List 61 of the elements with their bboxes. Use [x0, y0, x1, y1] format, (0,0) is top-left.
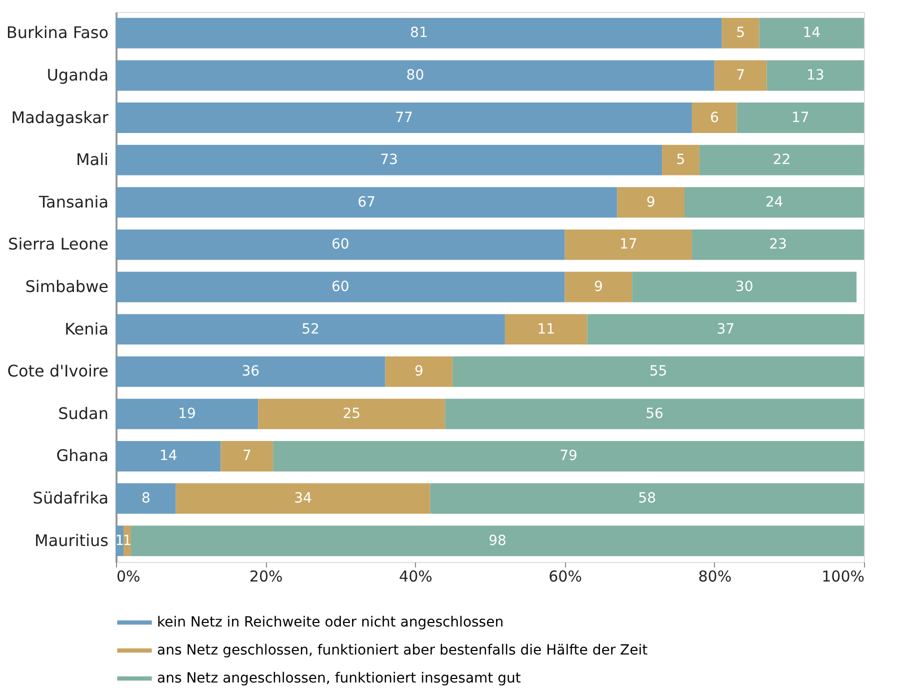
- data-label: 7: [242, 448, 252, 464]
- x-tick-label: 100%: [822, 568, 864, 586]
- data-label: 60: [331, 236, 350, 253]
- y-tick-label: Sierra Leone: [8, 234, 108, 254]
- y-tick-label: Mali: [76, 150, 108, 170]
- data-label: 9: [594, 279, 603, 295]
- y-tick-label: Sudan: [58, 404, 108, 423]
- data-label: 14: [802, 25, 821, 42]
- data-label: 9: [414, 364, 424, 380]
- y-tick-label: Cote d'Ivoire: [7, 362, 108, 381]
- y-tick-label: Ghana: [56, 446, 108, 466]
- data-label: 58: [638, 490, 656, 507]
- data-label: 1: [115, 532, 124, 549]
- y-tick-label: Südafrika: [32, 488, 108, 508]
- data-label: 60: [331, 279, 350, 295]
- data-label: 22: [772, 152, 791, 168]
- data-label: 25: [342, 406, 361, 422]
- y-tick-label: Burkina Faso: [6, 23, 108, 42]
- y-tick-label: Madagaskar: [11, 108, 109, 127]
- y-tick-label: Kenia: [64, 319, 108, 338]
- data-label: 17: [619, 236, 638, 253]
- data-label: 52: [302, 321, 320, 338]
- data-label: 98: [488, 532, 506, 549]
- x-tick-label: 0%: [116, 568, 140, 586]
- data-label: 81: [410, 25, 428, 42]
- data-label: 8: [141, 490, 150, 507]
- data-label: 34: [294, 490, 312, 507]
- data-label: 13: [806, 67, 824, 84]
- y-tick-label: Mauritius: [34, 530, 108, 550]
- data-label: 5: [736, 25, 746, 42]
- x-tick-label: 20%: [249, 568, 283, 586]
- y-tick-label: Tansania: [38, 192, 108, 212]
- data-label: 7: [736, 67, 746, 84]
- data-label: 1: [122, 532, 132, 549]
- x-tick-label: 80%: [698, 568, 732, 586]
- legend-label: kein Netz in Reichweite oder nicht angeschlossen: [157, 614, 504, 630]
- data-label: 80: [406, 67, 424, 84]
- data-label: 77: [395, 110, 413, 126]
- data-label: 17: [792, 110, 810, 126]
- y-tick-label: Uganda: [46, 65, 108, 84]
- legend-label: ans Netz geschlossen, funktioniert aber bestenfalls die Hälfte der Zeit: [157, 642, 648, 658]
- x-tick-label: 60%: [548, 568, 582, 586]
- data-label: 55: [649, 364, 668, 380]
- data-label: 30: [735, 279, 754, 295]
- data-label: 5: [676, 152, 686, 168]
- data-label: 19: [178, 406, 196, 422]
- data-label: 6: [710, 110, 719, 126]
- data-label: 67: [358, 194, 376, 210]
- data-label: 36: [242, 364, 260, 380]
- data-label: 11: [537, 321, 556, 338]
- data-label: 24: [765, 194, 784, 210]
- data-label: 56: [646, 406, 664, 422]
- data-label: 37: [716, 321, 735, 338]
- data-label: 79: [560, 448, 578, 464]
- y-tick-label: Simbabwe: [25, 277, 108, 296]
- data-label: 23: [769, 236, 787, 253]
- x-tick-label: 40%: [399, 568, 432, 586]
- data-label: 14: [159, 448, 178, 464]
- data-label: 9: [646, 194, 656, 210]
- data-label: 73: [380, 152, 398, 168]
- legend-label: ans Netz angeschlossen, funktioniert insgesamt gut: [157, 670, 522, 686]
